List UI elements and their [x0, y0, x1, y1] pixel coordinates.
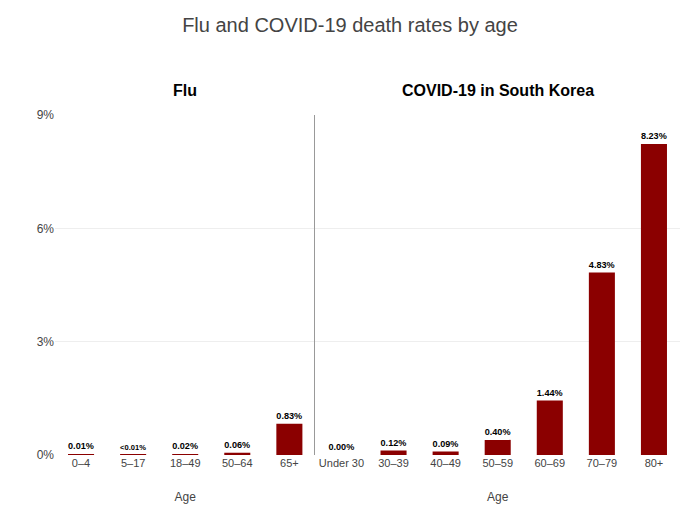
svg-text:30–39: 30–39 — [378, 457, 409, 469]
svg-text:8.23%: 8.23% — [641, 131, 667, 141]
svg-text:0.02%: 0.02% — [172, 441, 198, 451]
svg-text:<0.01%: <0.01% — [120, 443, 146, 452]
svg-text:Flu: Flu — [173, 82, 197, 99]
svg-text:9%: 9% — [37, 108, 55, 122]
svg-text:Under 30: Under 30 — [319, 457, 364, 469]
svg-text:50–64: 50–64 — [222, 457, 253, 469]
svg-text:40–49: 40–49 — [430, 457, 461, 469]
svg-text:18–49: 18–49 — [170, 457, 201, 469]
svg-text:0.12%: 0.12% — [381, 438, 407, 448]
svg-text:0.01%: 0.01% — [68, 441, 94, 451]
svg-text:Age: Age — [175, 490, 197, 504]
svg-text:COVID-19 in South Korea: COVID-19 in South Korea — [402, 82, 594, 99]
svg-text:4.83%: 4.83% — [589, 260, 615, 270]
svg-text:3%: 3% — [37, 335, 55, 349]
svg-text:0.06%: 0.06% — [224, 440, 250, 450]
svg-text:60–69: 60–69 — [534, 457, 565, 469]
svg-text:0.83%: 0.83% — [276, 411, 302, 421]
svg-text:50–59: 50–59 — [482, 457, 513, 469]
svg-text:0.40%: 0.40% — [485, 427, 511, 437]
svg-text:80+: 80+ — [645, 457, 664, 469]
svg-text:70–79: 70–79 — [587, 457, 618, 469]
svg-text:6%: 6% — [37, 222, 55, 236]
svg-text:0.00%: 0.00% — [328, 442, 354, 452]
svg-text:65+: 65+ — [280, 457, 299, 469]
svg-text:Flu and COVID-19 death rates b: Flu and COVID-19 death rates by age — [182, 14, 518, 36]
svg-text:0–4: 0–4 — [72, 457, 90, 469]
svg-text:1.44%: 1.44% — [537, 388, 563, 398]
svg-text:0%: 0% — [37, 448, 55, 462]
svg-text:5–17: 5–17 — [121, 457, 145, 469]
svg-text:Age: Age — [487, 490, 509, 504]
svg-text:0.09%: 0.09% — [433, 439, 459, 449]
